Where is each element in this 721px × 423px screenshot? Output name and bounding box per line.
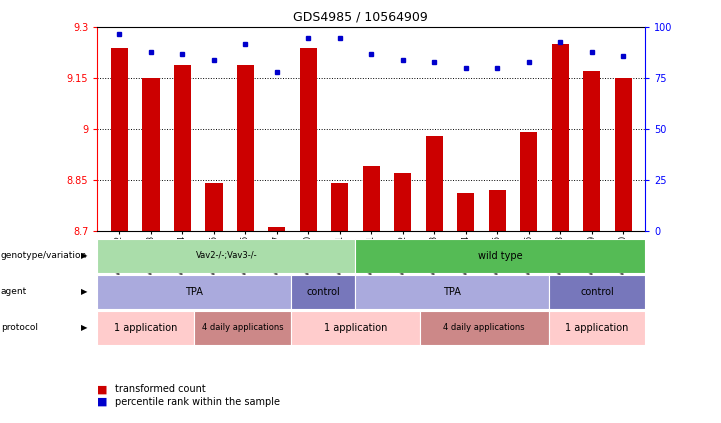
Bar [355, 239, 645, 273]
Bar [520, 132, 537, 231]
Text: 1 application: 1 application [565, 323, 629, 333]
Bar [97, 275, 291, 309]
Text: percentile rank within the sample: percentile rank within the sample [115, 397, 280, 407]
Bar [300, 48, 317, 231]
Text: ▶: ▶ [81, 323, 88, 332]
Bar [194, 311, 291, 345]
Bar [205, 183, 223, 231]
Text: control: control [306, 287, 340, 297]
Bar [97, 239, 355, 273]
Bar [394, 173, 412, 231]
Bar [549, 311, 645, 345]
Bar [425, 136, 443, 231]
Bar [142, 78, 159, 231]
Bar [457, 193, 474, 231]
Bar [489, 190, 506, 231]
Text: protocol: protocol [1, 323, 37, 332]
Text: ■: ■ [97, 397, 108, 407]
Bar [331, 183, 348, 231]
Text: ▶: ▶ [81, 287, 88, 297]
Bar [291, 311, 420, 345]
Bar [236, 65, 254, 231]
Text: ▶: ▶ [81, 251, 88, 261]
Text: TPA: TPA [443, 287, 461, 297]
Text: wild type: wild type [478, 251, 523, 261]
Text: Vav2-/-;Vav3-/-: Vav2-/-;Vav3-/- [195, 251, 257, 261]
Text: 1 application: 1 application [324, 323, 387, 333]
Bar [355, 275, 549, 309]
Text: transformed count: transformed count [115, 384, 206, 394]
Bar [614, 78, 632, 231]
Text: genotype/variation: genotype/variation [1, 251, 87, 261]
Text: control: control [580, 287, 614, 297]
Bar [111, 48, 128, 231]
Bar [552, 44, 569, 231]
Text: TPA: TPA [185, 287, 203, 297]
Text: agent: agent [1, 287, 27, 297]
Bar [97, 311, 194, 345]
Text: GDS4985 / 10564909: GDS4985 / 10564909 [293, 11, 428, 24]
Text: 4 daily applications: 4 daily applications [202, 323, 283, 332]
Text: ■: ■ [97, 384, 108, 394]
Bar [174, 65, 191, 231]
Text: 1 application: 1 application [114, 323, 177, 333]
Text: 4 daily applications: 4 daily applications [443, 323, 525, 332]
Bar [549, 275, 645, 309]
Bar [583, 71, 601, 231]
Bar [268, 227, 286, 231]
Bar [420, 311, 549, 345]
Bar [363, 166, 380, 231]
Bar [291, 275, 355, 309]
